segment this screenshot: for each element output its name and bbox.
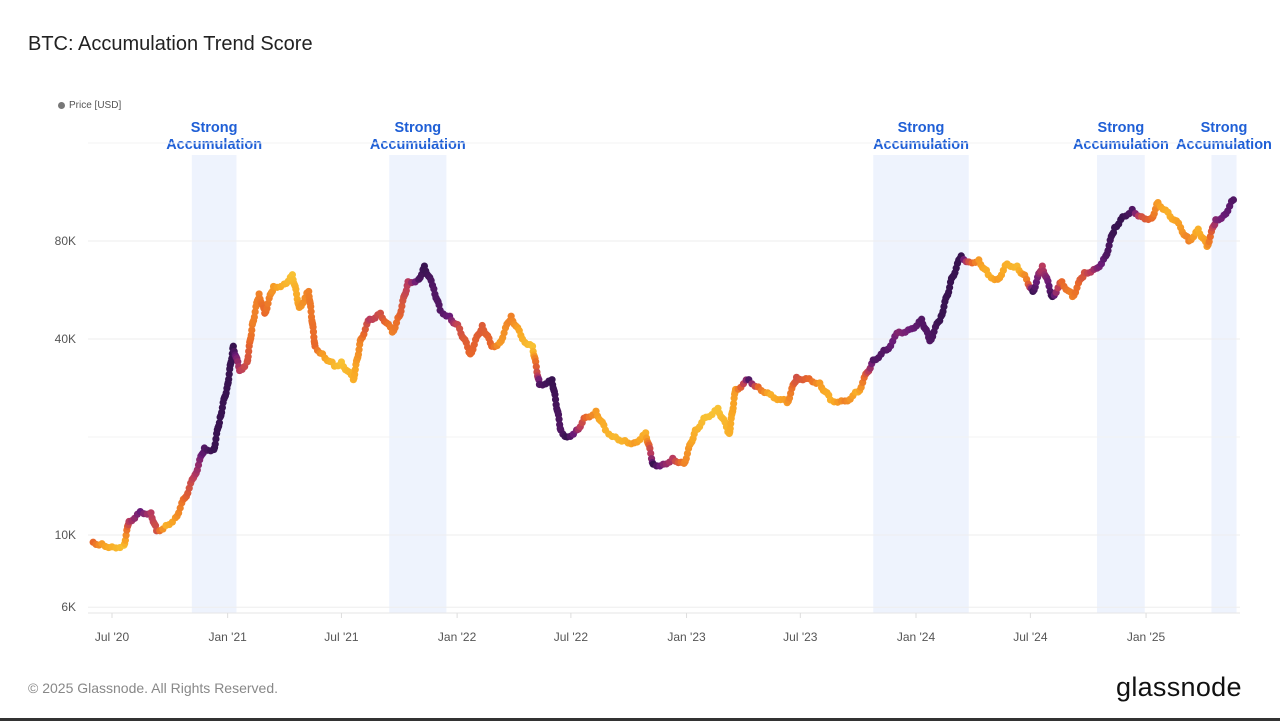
x-tick-label: Jul '22 <box>554 630 589 644</box>
price-line <box>93 199 1234 548</box>
band-label-line1: Strong <box>1098 120 1145 136</box>
band-label-line2: Accumulation <box>873 137 969 153</box>
x-tick-label: Jan '21 <box>208 630 247 644</box>
price-dot <box>1229 196 1238 204</box>
price-dot <box>551 395 560 404</box>
price-dot <box>730 399 738 408</box>
x-tick-label: Jan '23 <box>667 630 706 644</box>
glassnode-logo: glassnode <box>1116 672 1242 702</box>
band-label-line2: Accumulation <box>370 137 466 153</box>
price-dot <box>215 419 224 427</box>
copyright: © 2025 Glassnode. All Rights Reserved. <box>28 680 279 696</box>
price-dots <box>89 196 1238 552</box>
price-dot <box>532 363 540 371</box>
y-tick-label: 6K <box>61 600 76 614</box>
price-dot <box>305 287 313 296</box>
y-tick-label: 40K <box>55 332 76 346</box>
price-dot <box>435 301 443 309</box>
band-label-line1: Strong <box>394 120 441 136</box>
price-dot <box>555 415 563 423</box>
price-dot <box>647 449 655 457</box>
band-label-line1: Strong <box>191 120 238 136</box>
legend-label: Price [USD] <box>69 100 122 111</box>
price-dot <box>225 370 233 378</box>
x-tick-label: Jan '22 <box>438 630 477 644</box>
x-tick-label: Jan '24 <box>897 630 936 644</box>
chart-title: BTC: Accumulation Trend Score <box>28 33 313 55</box>
band-label-line1: Strong <box>1201 120 1248 136</box>
band-label-line2: Accumulation <box>1176 137 1272 153</box>
price-dot <box>251 308 259 316</box>
price-dot <box>245 347 253 355</box>
accumulation-band <box>873 155 969 613</box>
y-tick-label: 80K <box>55 234 76 248</box>
x-tick-label: Jul '21 <box>324 630 359 644</box>
band-label-line2: Accumulation <box>1073 137 1169 153</box>
band-label-line2: Accumulation <box>166 137 262 153</box>
x-tick-label: Jul '20 <box>95 630 130 644</box>
x-tick-label: Jul '23 <box>783 630 818 644</box>
price-dot <box>727 419 735 428</box>
bottom-border <box>0 718 1280 721</box>
accumulation-band <box>1211 155 1237 613</box>
price-dot <box>212 435 220 443</box>
price-dot <box>248 326 256 334</box>
price-dot <box>244 352 252 361</box>
price-dot <box>307 308 315 316</box>
price-dot <box>309 328 318 336</box>
x-tick-label: Jan '25 <box>1127 630 1166 644</box>
accumulation-band <box>1097 155 1145 613</box>
band-label-line1: Strong <box>898 120 945 136</box>
legend-dot-icon <box>58 102 65 109</box>
price-dot <box>355 346 363 354</box>
y-tick-label: 10K <box>55 528 76 542</box>
accumulation-band <box>389 155 447 613</box>
legend[interactable]: Price [USD] <box>58 100 121 111</box>
x-tick-label: Jul '24 <box>1013 630 1048 644</box>
